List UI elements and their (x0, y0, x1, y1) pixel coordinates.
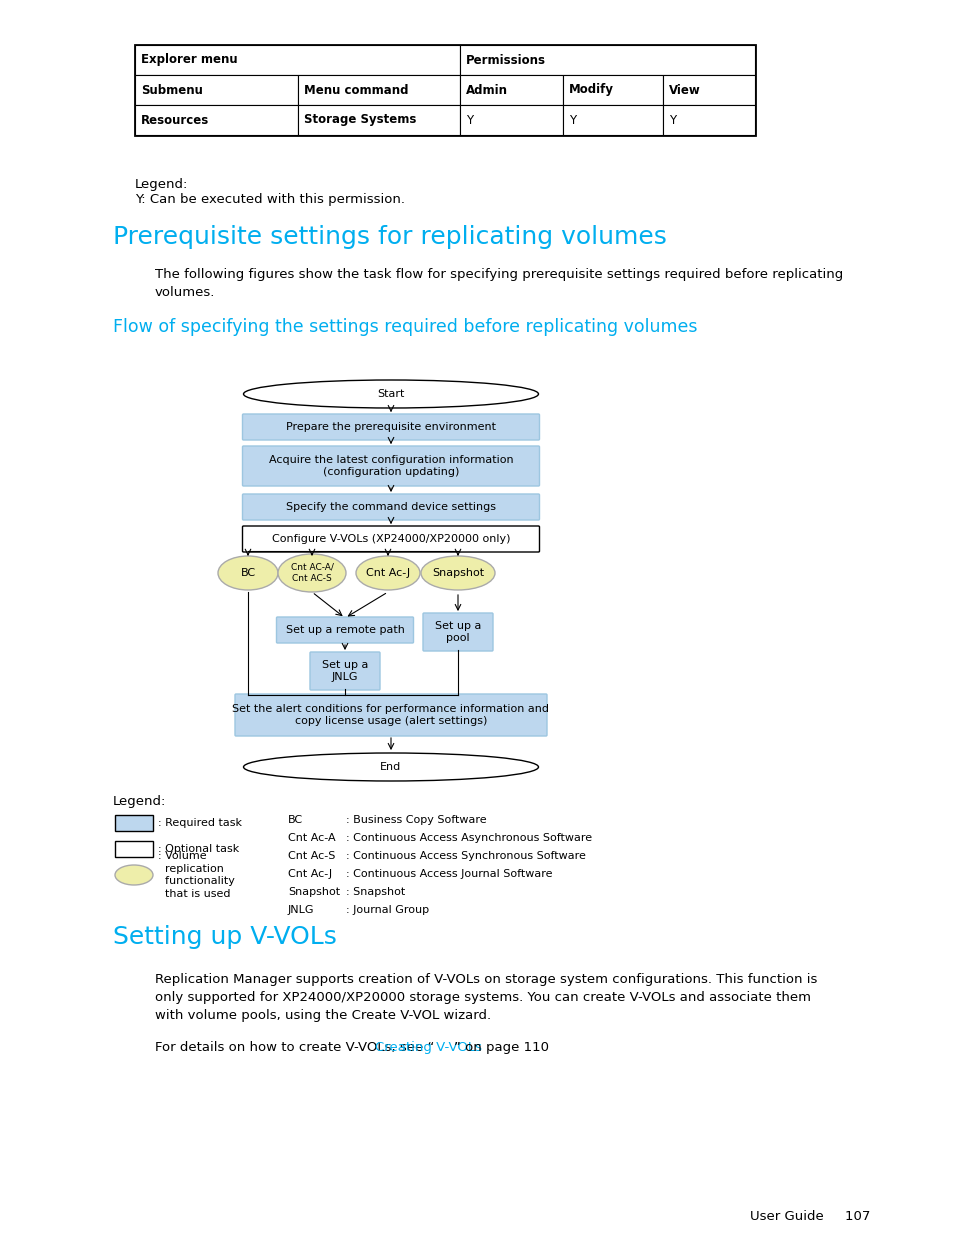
Text: Specify the command device settings: Specify the command device settings (286, 501, 496, 513)
Bar (297, 75, 459, 105)
FancyBboxPatch shape (242, 446, 539, 487)
Text: Set up a remote path: Set up a remote path (285, 625, 404, 635)
Text: : Required task: : Required task (158, 818, 242, 827)
Text: Y: Y (668, 114, 676, 126)
Bar (135, 75, 297, 105)
Text: ” on page 110: ” on page 110 (454, 1041, 549, 1053)
Bar (115, 815, 152, 831)
Text: Prerequisite settings for replicating volumes: Prerequisite settings for replicating vo… (112, 225, 666, 249)
Text: Resources: Resources (141, 114, 209, 126)
Text: : Continuous Access Asynchronous Software: : Continuous Access Asynchronous Softwar… (346, 832, 592, 844)
Text: View: View (668, 84, 700, 96)
FancyBboxPatch shape (242, 414, 539, 440)
Text: Permissions: Permissions (465, 53, 545, 67)
Text: End: End (380, 762, 401, 772)
Bar (135, 44, 459, 75)
Bar (297, 105, 459, 135)
FancyBboxPatch shape (310, 652, 379, 690)
Text: Y: Can be executed with this permission.: Y: Can be executed with this permission. (135, 193, 405, 206)
Text: JNLG: JNLG (288, 905, 314, 915)
FancyBboxPatch shape (276, 618, 413, 643)
Text: : Optional task: : Optional task (158, 844, 239, 853)
Ellipse shape (218, 556, 277, 590)
Text: : Continuous Access Synchronous Software: : Continuous Access Synchronous Software (346, 851, 585, 861)
Text: Creating V-VOLs: Creating V-VOLs (375, 1041, 482, 1053)
Text: Y: Y (465, 114, 473, 126)
Bar (135, 44, 754, 135)
Ellipse shape (277, 555, 346, 592)
Text: Legend:: Legend: (112, 795, 166, 808)
Bar (662, 75, 754, 105)
Bar (662, 105, 754, 135)
FancyBboxPatch shape (234, 694, 546, 736)
Text: Cnt Ac-A: Cnt Ac-A (288, 832, 335, 844)
Bar (459, 75, 562, 105)
Bar (459, 105, 562, 135)
Bar (562, 105, 662, 135)
Ellipse shape (243, 380, 537, 408)
Text: Set the alert conditions for performance information and
copy license usage (ale: Set the alert conditions for performance… (233, 704, 549, 726)
FancyBboxPatch shape (242, 494, 539, 520)
Text: The following figures show the task flow for specifying prerequisite settings re: The following figures show the task flow… (154, 268, 842, 299)
Bar (115, 841, 152, 857)
Text: : Volume
  replication
  functionality
  that is used: : Volume replication functionality that … (158, 851, 234, 899)
Text: Explorer menu: Explorer menu (141, 53, 237, 67)
Ellipse shape (355, 556, 419, 590)
Text: Acquire the latest configuration information
(configuration updating): Acquire the latest configuration informa… (269, 454, 513, 477)
Text: Legend:: Legend: (135, 178, 188, 191)
Text: Admin: Admin (465, 84, 507, 96)
Text: User Guide     107: User Guide 107 (749, 1210, 869, 1223)
Bar (135, 105, 297, 135)
Text: Cnt AC-A/
Cnt AC-S: Cnt AC-A/ Cnt AC-S (291, 563, 334, 583)
Text: Cnt Ac-J: Cnt Ac-J (288, 869, 332, 879)
Text: Replication Manager supports creation of V-VOLs on storage system configurations: Replication Manager supports creation of… (154, 973, 817, 1023)
Text: Start: Start (377, 389, 404, 399)
Text: : Journal Group: : Journal Group (346, 905, 429, 915)
Text: Cnt Ac-J: Cnt Ac-J (366, 568, 410, 578)
Text: Modify: Modify (568, 84, 614, 96)
Text: Set up a
pool: Set up a pool (435, 621, 480, 643)
Text: Configure V-VOLs (XP24000/XP20000 only): Configure V-VOLs (XP24000/XP20000 only) (272, 534, 510, 543)
Text: : Snapshot: : Snapshot (346, 887, 405, 897)
Text: Snapshot: Snapshot (432, 568, 483, 578)
FancyBboxPatch shape (242, 526, 539, 552)
Text: Set up a
JNLG: Set up a JNLG (321, 659, 368, 682)
FancyBboxPatch shape (422, 613, 493, 651)
Text: BC: BC (240, 568, 255, 578)
Text: Storage Systems: Storage Systems (304, 114, 416, 126)
Text: BC: BC (288, 815, 303, 825)
Text: : Continuous Access Journal Software: : Continuous Access Journal Software (346, 869, 552, 879)
Bar (459, 44, 754, 75)
Text: Flow of specifying the settings required before replicating volumes: Flow of specifying the settings required… (112, 317, 697, 336)
Ellipse shape (243, 753, 537, 781)
Text: : Business Copy Software: : Business Copy Software (346, 815, 486, 825)
Text: Submenu: Submenu (141, 84, 203, 96)
Ellipse shape (115, 864, 152, 885)
Text: Prepare the prerequisite environment: Prepare the prerequisite environment (286, 422, 496, 432)
Text: Menu command: Menu command (304, 84, 408, 96)
Text: Y: Y (568, 114, 576, 126)
Text: For details on how to create V-VOLs, see “: For details on how to create V-VOLs, see… (154, 1041, 434, 1053)
Text: Snapshot: Snapshot (288, 887, 340, 897)
Ellipse shape (420, 556, 495, 590)
Bar (562, 75, 662, 105)
Text: Setting up V-VOLs: Setting up V-VOLs (112, 925, 336, 948)
Text: Cnt Ac-S: Cnt Ac-S (288, 851, 335, 861)
